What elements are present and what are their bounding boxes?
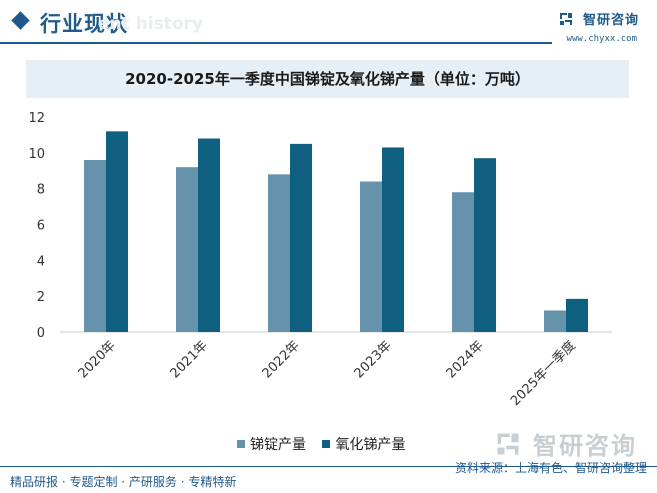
footer-divider	[0, 466, 657, 467]
x-tick-label: 2024年	[444, 338, 487, 381]
brand-logo-icon	[559, 12, 572, 25]
x-tick-label: 2022年	[260, 338, 303, 381]
legend-item-series-1: 锑锭产量	[237, 434, 306, 454]
y-tick-label: 12	[28, 111, 45, 126]
y-tick-label: 0	[37, 326, 45, 341]
bar-2-2	[198, 138, 220, 332]
y-tick-label: 10	[28, 147, 45, 162]
brand-url: www.chyxx.com	[566, 34, 637, 44]
bar-1-2	[176, 167, 198, 332]
brand-name: 智研咨询	[582, 13, 639, 28]
bar-2-6	[566, 298, 588, 332]
chart-title: 2020-2025年一季度中国锑锭及氧化锑产量（单位：万吨）	[125, 70, 530, 88]
y-tick-label: 4	[37, 254, 45, 269]
section-subtitle: ent history	[98, 14, 203, 34]
brand: 智研咨询	[558, 8, 639, 28]
x-tick-label: 2020年	[76, 338, 119, 381]
x-tick-label: 2025年一季度	[507, 338, 578, 409]
bar-1-6	[544, 310, 566, 332]
section-title: 行业现状	[40, 12, 128, 36]
footer-services: 精品研报 · 专题定制 · 产研服务 · 专精特新	[10, 475, 237, 489]
chart-title-bar: 2020-2025年一季度中国锑锭及氧化锑产量（单位：万吨）	[26, 60, 629, 98]
y-tick-label: 8	[37, 183, 45, 198]
header: 行业现状 ent history 智研咨询 www.chyxx.com	[0, 0, 657, 44]
legend-swatch-series-2	[322, 440, 331, 448]
legend-item-series-2: 氧化锑产量	[322, 434, 405, 454]
legend: 锑锭产量 氧化锑产量	[237, 434, 417, 454]
bar-2-3	[290, 143, 312, 332]
bar-2-4	[382, 147, 404, 332]
x-tick-label: 2023年	[352, 338, 395, 381]
source-note: 资料来源：上海有色、智研咨询整理	[454, 461, 647, 475]
legend-swatch-series-1	[237, 440, 245, 448]
legend-label-series-1: 锑锭产量	[250, 437, 306, 453]
y-tick-label: 6	[37, 219, 45, 234]
header-divider	[0, 42, 552, 44]
legend-label-series-2: 氧化锑产量	[335, 437, 406, 453]
bar-1-4	[360, 181, 382, 332]
bar-1-1	[84, 160, 106, 332]
x-tick-label: 2021年	[168, 338, 211, 381]
watermark: 智研咨询	[494, 426, 637, 461]
bar-1-3	[268, 174, 290, 332]
watermark-logo-icon	[497, 433, 519, 454]
bar-1-5	[452, 192, 474, 332]
bar-2-1	[106, 131, 128, 332]
y-tick-label: 2	[37, 290, 45, 305]
bar-2-5	[474, 158, 496, 332]
watermark-text: 智研咨询	[533, 432, 637, 460]
